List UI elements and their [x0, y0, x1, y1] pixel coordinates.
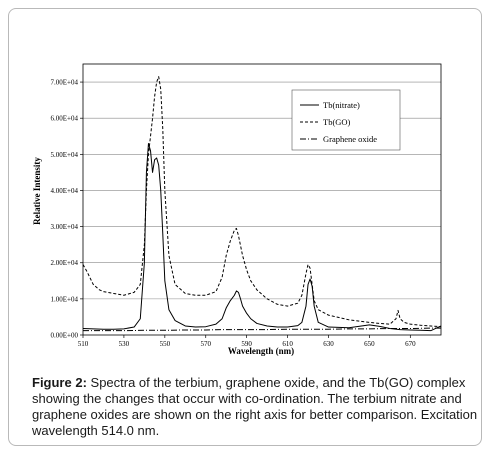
- legend-label-tb-nitrate: Tb(nitrate): [323, 100, 360, 110]
- series-line-tb-go-: [82, 76, 442, 328]
- spectra-chart: 0.00E+00 1.00E+04 2.00E+04 3.00E+04 4.00E+04…: [32, 63, 442, 356]
- y-tick-label-0: 0.00E+00: [51, 332, 79, 340]
- axes-layer: [80, 63, 442, 338]
- caption-label: Figure 2:: [32, 375, 87, 390]
- x-tick-label-6: 630: [323, 340, 334, 348]
- legend-box: [291, 89, 401, 151]
- x-axis-title: Wavelength (nm): [228, 346, 294, 356]
- x-tick-label-4: 590: [241, 340, 252, 348]
- y-tick-label-7: 7.00E+04: [51, 79, 79, 87]
- legend-label-tb-go: Tb(GO): [323, 117, 351, 127]
- y-tick-label-3: 3.00E+04: [51, 223, 79, 231]
- x-tick-label-2: 550: [160, 340, 171, 348]
- y-tick-label-1: 1.00E+04: [51, 295, 79, 303]
- x-tick-label-5: 610: [282, 340, 293, 348]
- plot-border: [82, 63, 442, 336]
- y-tick-label-4: 4.00E+04: [51, 187, 79, 195]
- y-axis-title: Relative Intensity: [32, 157, 42, 225]
- series-layer: [82, 76, 442, 332]
- caption-text: Spectra of the terbium, graphene oxide, …: [32, 375, 478, 438]
- y-tick-label-5: 5.00E+04: [51, 151, 79, 159]
- legend-label-graphene-oxide: Graphene oxide: [323, 134, 377, 144]
- series-line-graphene-oxide: [83, 327, 441, 332]
- x-tick-label-8: 670: [405, 340, 416, 348]
- legend: Tb(nitrate) Tb(GO) Graphene oxide: [291, 89, 401, 151]
- x-tick-label-7: 650: [364, 340, 375, 348]
- figure-frame: 0.00E+00 1.00E+04 2.00E+04 3.00E+04 4.00E+04…: [8, 8, 482, 446]
- series-line-tb-nitrate-: [82, 142, 442, 332]
- x-tick-label-1: 530: [119, 340, 130, 348]
- y-tick-label-2: 2.00E+04: [51, 259, 79, 267]
- y-tick-label-6: 6.00E+04: [51, 115, 79, 123]
- labels-layer: 0.00E+00 1.00E+04 2.00E+04 3.00E+04 4.00E+04…: [51, 79, 417, 348]
- grid-layer: [83, 81, 441, 300]
- x-tick-label-0: 510: [78, 340, 89, 348]
- figure-caption: Figure 2: Spectra of the terbium, graphe…: [32, 375, 480, 439]
- x-tick-label-3: 570: [200, 340, 211, 348]
